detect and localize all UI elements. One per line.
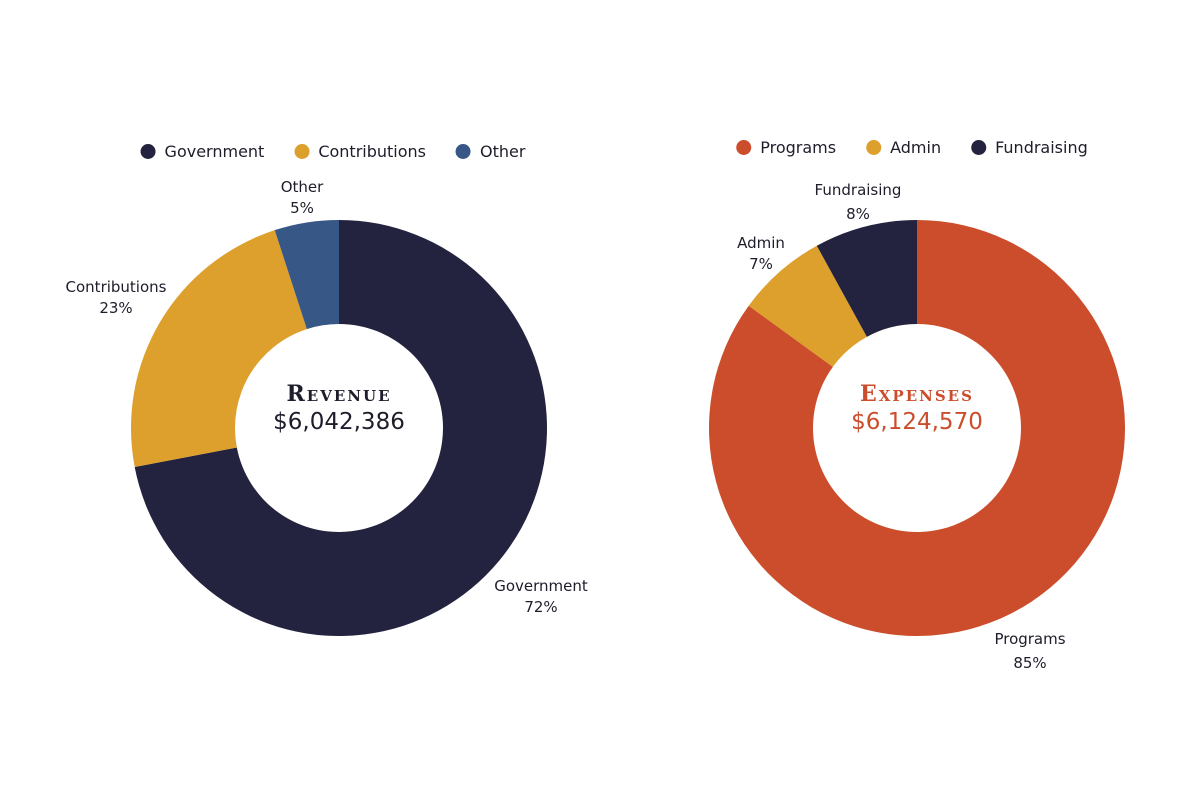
slice-other xyxy=(274,220,339,330)
legend-swatch xyxy=(456,144,472,159)
slice-label-name: Programs xyxy=(994,630,1066,648)
revenue-legend: Government Contributions Other xyxy=(140,142,525,161)
legend-item: Contributions xyxy=(294,142,426,161)
legend-label: Government xyxy=(164,142,265,161)
legend-item: Admin xyxy=(866,138,941,157)
slice-label-name: Fundraising xyxy=(814,181,902,199)
legend-label: Fundraising xyxy=(995,138,1088,157)
legend-swatch xyxy=(736,140,752,155)
slice-label-name: Government xyxy=(494,577,588,595)
slice-label-value: 7% xyxy=(749,255,773,273)
expenses-legend: Programs Admin Fundraising xyxy=(736,138,1088,157)
slice-label-name: Contributions xyxy=(65,278,167,296)
slice-label-programs: Programs 85% xyxy=(994,627,1065,675)
slice-label-other: Other 5% xyxy=(281,177,324,219)
legend-swatch xyxy=(140,144,156,159)
slice-programs xyxy=(709,220,1126,636)
slice-label-government: Government 72% xyxy=(494,576,588,618)
center-title: Expenses xyxy=(860,381,974,407)
legend-label: Contributions xyxy=(318,142,427,161)
legend-swatch xyxy=(294,144,310,159)
slice-label-value: 8% xyxy=(846,205,870,223)
slice-fundraising xyxy=(816,220,917,337)
revenue-center: Revenue $6,042,386 xyxy=(273,381,405,437)
legend-label: Programs xyxy=(760,138,837,157)
legend-label: Other xyxy=(480,142,526,161)
slice-contributions xyxy=(130,230,307,467)
slice-label-value: 72% xyxy=(524,598,558,616)
slice-label-name: Other xyxy=(280,178,324,196)
center-total: $6,124,570 xyxy=(851,409,983,435)
slice-label-value: 85% xyxy=(1013,654,1047,672)
legend-item: Other xyxy=(456,142,525,161)
slice-label-value: 5% xyxy=(290,199,314,217)
legend-item: Fundraising xyxy=(971,138,1088,157)
slice-label-value: 23% xyxy=(99,299,133,317)
legend-swatch xyxy=(971,140,987,155)
center-total: $6,042,386 xyxy=(273,409,405,435)
slice-label-admin: Admin 7% xyxy=(737,233,785,275)
legend-swatch xyxy=(866,140,882,155)
expenses-center: Expenses $6,124,570 xyxy=(851,381,983,437)
legend-item: Government xyxy=(140,142,265,161)
legend-label: Admin xyxy=(890,138,942,157)
slice-government xyxy=(134,220,547,636)
slice-label-fundraising: Fundraising 8% xyxy=(815,178,902,226)
slice-label-contributions: Contributions 23% xyxy=(66,277,167,319)
center-title: Revenue xyxy=(286,381,392,407)
slice-admin xyxy=(748,245,867,367)
slice-label-name: Admin xyxy=(737,234,785,252)
legend-item: Programs xyxy=(736,138,836,157)
